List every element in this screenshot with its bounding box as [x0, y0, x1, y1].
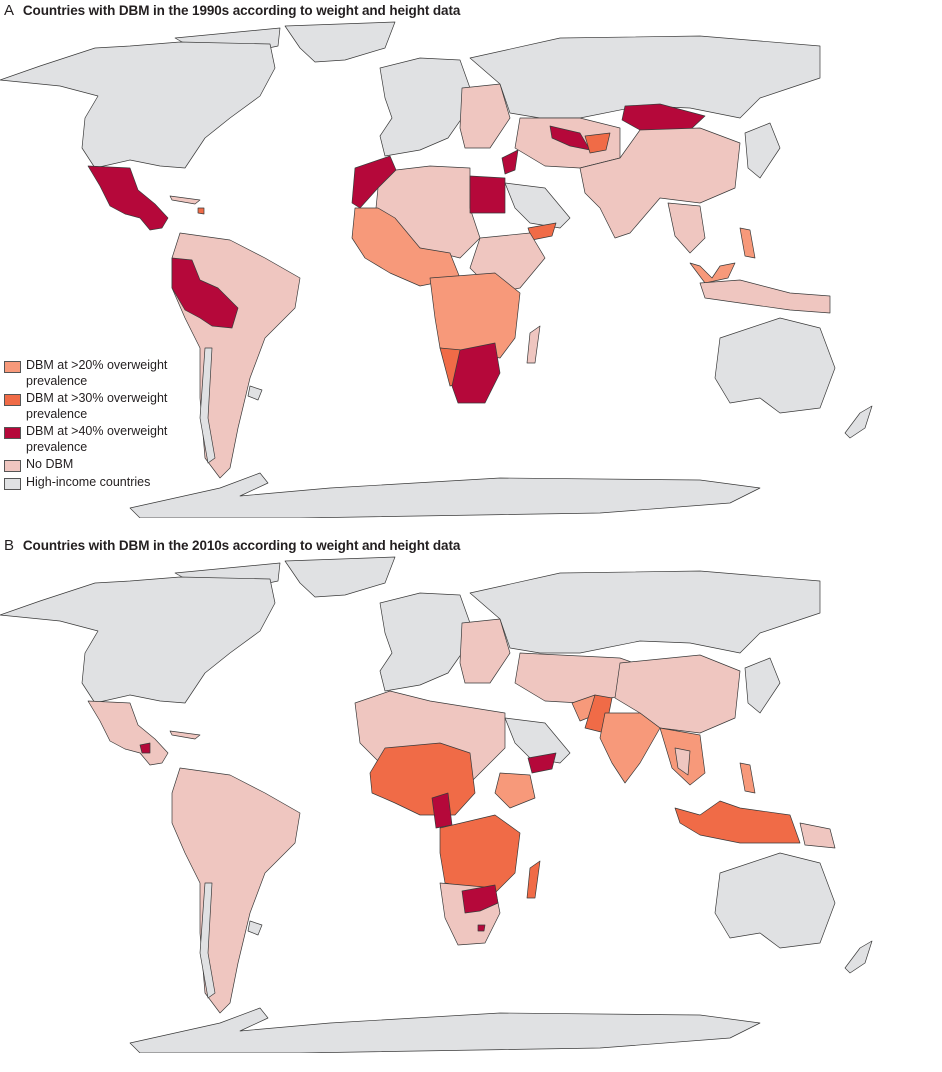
panel-a: A Countries with DBM in the 1990s accordi…: [0, 0, 942, 520]
legend-item-dbm-30: DBM at >30% overweight prevalence: [4, 391, 186, 422]
yemen: [527, 752, 557, 774]
legend-swatch-dbm-30: [4, 394, 21, 406]
world-map-2010s: [0, 553, 942, 1053]
indonesia-png: [699, 279, 831, 314]
legend-item-dbm-40: DBM at >40% overweight prevalence: [4, 424, 186, 455]
chile: [199, 882, 216, 999]
legend-swatch-dbm-20: [4, 361, 21, 373]
southeast-asia: [667, 202, 706, 254]
legend: DBM at >20% overweight prevalence DBM at…: [4, 358, 186, 492]
guatemala: [139, 742, 151, 754]
madagascar: [526, 325, 541, 364]
botswana-zimbabwe: [461, 884, 499, 914]
legend-label: DBM at >20% overweight prevalence: [26, 358, 168, 388]
cuba: [169, 730, 201, 740]
antarctica: [129, 1007, 761, 1053]
legend-item-no-dbm: No DBM: [4, 457, 186, 473]
panel-b: B Countries with DBM in the 2010s accordi…: [0, 535, 942, 1072]
madagascar: [526, 860, 541, 899]
syria: [501, 149, 519, 175]
chile: [199, 347, 216, 464]
japan-korea: [744, 122, 781, 179]
canada-usa: [0, 576, 276, 704]
cuba: [169, 195, 201, 205]
kyrgyzstan-tajikistan: [584, 132, 611, 154]
panel-a-letter: A: [4, 2, 14, 19]
mexico-central-america: [87, 165, 169, 231]
legend-label: No DBM: [26, 457, 74, 471]
sahel-west-africa: [369, 742, 476, 816]
legend-swatch-high-income: [4, 477, 21, 490]
egypt: [469, 175, 506, 214]
russia: [469, 35, 821, 119]
uzbekistan: [549, 125, 591, 151]
australia: [714, 852, 836, 949]
china: [614, 654, 741, 734]
uruguay: [247, 385, 263, 401]
central-africa: [429, 272, 521, 359]
new-zealand: [844, 940, 873, 974]
philippines: [739, 227, 756, 259]
cameroon: [431, 792, 453, 829]
uruguay: [247, 920, 263, 936]
eastern-europe: [459, 618, 511, 684]
europe-west: [379, 57, 471, 157]
eastern-europe: [459, 83, 511, 149]
australia: [714, 317, 836, 414]
canada-usa: [0, 41, 276, 169]
papua-new-guinea: [799, 822, 836, 849]
legend-swatch-dbm-40: [4, 427, 21, 439]
malaysia: [689, 262, 736, 284]
world-map-1990s: [0, 18, 942, 518]
world-map-2010s-svg: [0, 556, 873, 1053]
arabia: [504, 182, 571, 229]
russia: [469, 570, 821, 654]
thailand: [674, 747, 691, 776]
legend-item-dbm-20: DBM at >20% overweight prevalence: [4, 358, 186, 389]
panel-b-title: B Countries with DBM in the 2010s accordi…: [4, 537, 460, 554]
panel-a-title-text: Countries with DBM in the 1990s accordin…: [22, 3, 461, 18]
legend-label: DBM at >40% overweight prevalence: [26, 424, 168, 454]
central-east-africa: [439, 814, 521, 894]
china-india: [579, 127, 741, 239]
legend-swatch-no-dbm: [4, 460, 21, 472]
new-zealand: [844, 405, 873, 439]
arabia: [504, 717, 571, 764]
legend-item-high-income: High-income countries: [4, 475, 186, 491]
haiti: [197, 207, 205, 215]
south-america: [171, 767, 301, 1014]
panel-a-title: A Countries with DBM in the 1990s accordi…: [4, 2, 460, 19]
japan-korea: [744, 657, 781, 714]
antarctica: [129, 472, 761, 518]
legend-label: High-income countries: [26, 474, 151, 489]
ethiopia: [494, 772, 536, 809]
peru-ecuador-bolivia: [171, 257, 239, 329]
india: [599, 712, 661, 784]
greenland: [284, 21, 396, 63]
panel-b-title-text: Countries with DBM in the 2010s accordin…: [22, 538, 461, 553]
world-map-1990s-svg: [0, 21, 873, 518]
panel-b-letter: B: [4, 537, 14, 554]
mexico-central-america: [87, 700, 169, 766]
philippines: [739, 762, 756, 794]
legend-label: DBM at >30% overweight prevalence: [26, 391, 168, 421]
greenland: [284, 556, 396, 598]
southern-africa-dbm40: [451, 342, 501, 404]
lesotho: [477, 924, 486, 932]
indonesia: [674, 800, 801, 844]
europe-west: [379, 592, 471, 692]
